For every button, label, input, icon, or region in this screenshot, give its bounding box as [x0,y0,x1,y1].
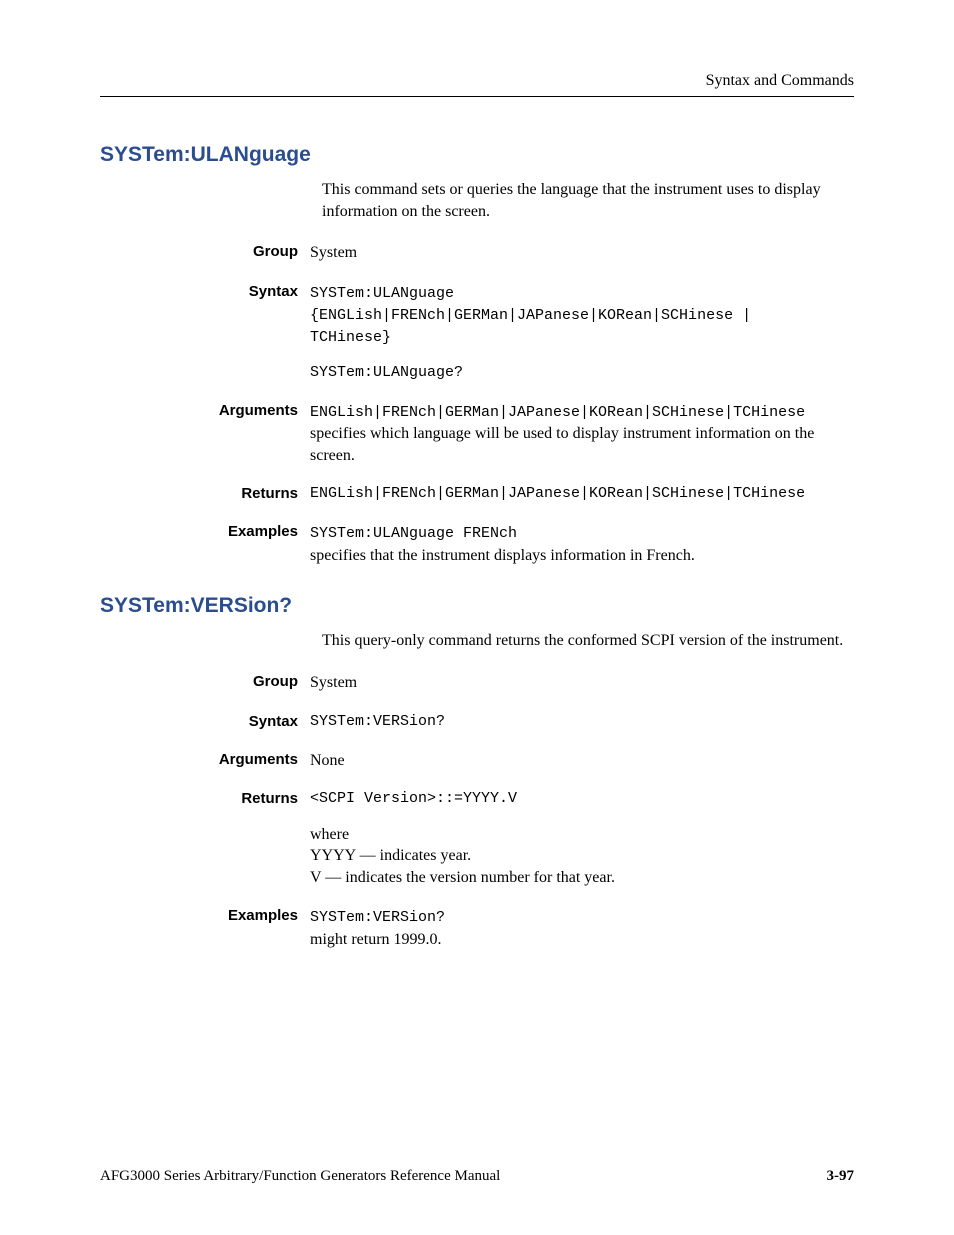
examples-text-2: might return 1999.0. [310,931,442,948]
examples-label-2: Examples [100,906,310,950]
arguments-mono: ENGLish|FRENch|GERMan|JAPanese|KORean|SC… [310,404,805,421]
examples-value: SYSTem:ULANguage FRENch specifies that t… [310,522,854,566]
page-container: Syntax and Commands SYSTem:ULANguage Thi… [0,0,954,1235]
examples-value-2: SYSTem:VERSion? might return 1999.0. [310,906,854,950]
group-label-2: Group [100,672,310,694]
returns-label: Returns [100,484,310,504]
arguments-row: Arguments ENGLish|FRENch|GERMan|JAPanese… [100,401,854,466]
syntax-row: Syntax SYSTem:ULANguage {ENGLish|FRENch|… [100,282,854,383]
examples-label: Examples [100,522,310,566]
syntax-value: SYSTem:ULANguage {ENGLish|FRENch|GERMan|… [310,282,854,383]
examples-row: Examples SYSTem:ULANguage FRENch specifi… [100,522,854,566]
arguments-label-2: Arguments [100,750,310,772]
examples-mono-2: SYSTem:VERSion? [310,909,445,926]
arguments-text: specifies which language will be used to… [310,425,814,464]
command-intro-2: This query-only command returns the conf… [322,630,854,652]
returns-mono-2: <SCPI Version>::=YYYY.V [310,789,854,809]
group-value: System [310,242,854,264]
footer-page-number: 3-97 [827,1168,855,1185]
examples-text: specifies that the instrument displays i… [310,547,695,564]
returns-label-2: Returns [100,789,310,888]
returns-value: ENGLish|FRENch|GERMan|JAPanese|KORean|SC… [310,484,854,504]
arguments-value: ENGLish|FRENch|GERMan|JAPanese|KORean|SC… [310,401,854,466]
command-title-ulanguage: SYSTem:ULANguage [100,143,854,167]
syntax-query: SYSTem:ULANguage? [310,363,854,383]
group-value-2: System [310,672,854,694]
group-label: Group [100,242,310,264]
arguments-row-2: Arguments None [100,750,854,772]
returns-line1: YYYY — indicates year. [310,845,854,867]
returns-row-2: Returns <SCPI Version>::=YYYY.V where YY… [100,789,854,888]
footer-left: AFG3000 Series Arbitrary/Function Genera… [100,1168,500,1185]
syntax-label: Syntax [100,282,310,383]
syntax-row-2: Syntax SYSTem:VERSion? [100,712,854,732]
page-footer: AFG3000 Series Arbitrary/Function Genera… [100,1168,854,1185]
returns-where: where [310,824,854,846]
command-title-version: SYSTem:VERSion? [100,594,854,618]
arguments-label: Arguments [100,401,310,466]
syntax-line2: TCHinese} [310,329,391,346]
syntax-value-2: SYSTem:VERSion? [310,712,854,732]
command-intro: This command sets or queries the languag… [322,179,854,222]
returns-line2: V — indicates the version number for tha… [310,867,854,889]
group-row: Group System [100,242,854,264]
examples-mono: SYSTem:ULANguage FRENch [310,525,517,542]
header-section: Syntax and Commands [100,72,854,97]
returns-value-2: <SCPI Version>::=YYYY.V where YYYY — ind… [310,789,854,888]
group-row-2: Group System [100,672,854,694]
examples-row-2: Examples SYSTem:VERSion? might return 19… [100,906,854,950]
syntax-label-2: Syntax [100,712,310,732]
arguments-value-2: None [310,750,854,772]
syntax-line1: SYSTem:ULANguage {ENGLish|FRENch|GERMan|… [310,285,751,324]
returns-row: Returns ENGLish|FRENch|GERMan|JAPanese|K… [100,484,854,504]
